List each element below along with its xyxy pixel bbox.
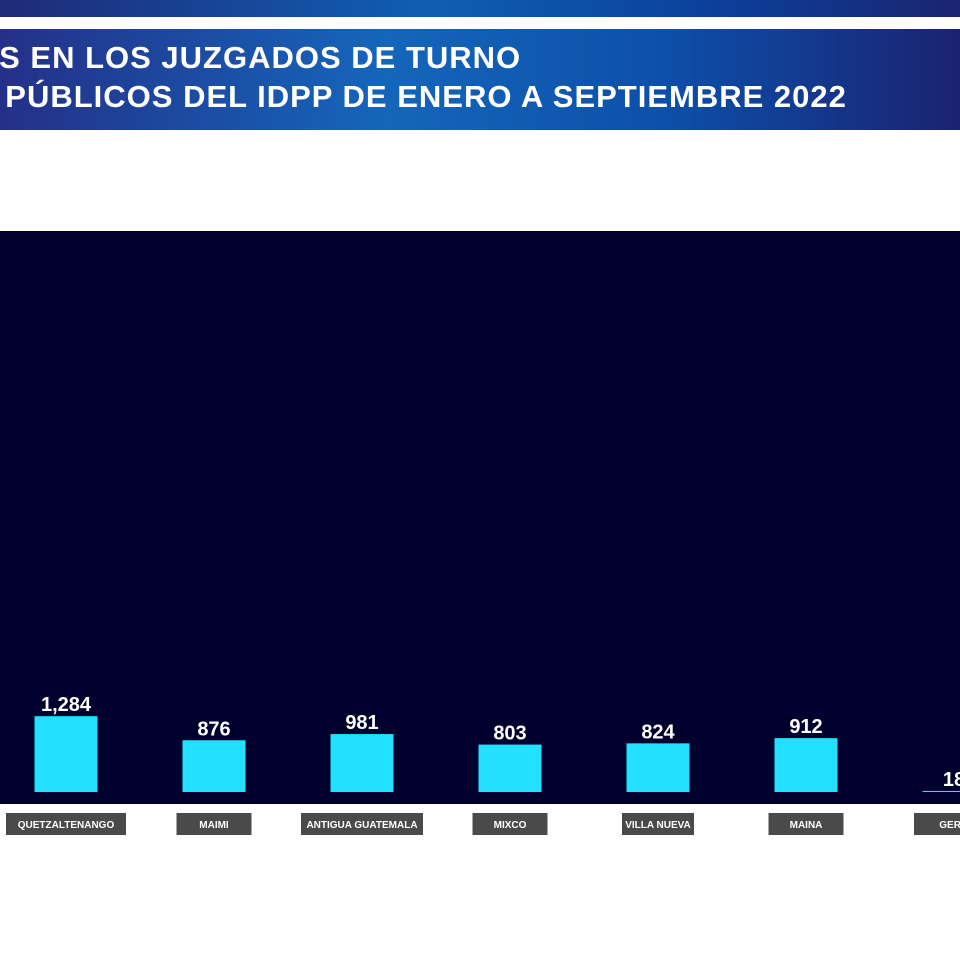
category-label-box-1 — [6, 813, 126, 835]
category-label-4: MIXCO — [494, 820, 527, 831]
bar-3 — [330, 734, 394, 792]
page-title-line-1: OS EN LOS JUZGADOS DE TURNO — [0, 40, 522, 75]
chart-plot-area — [0, 231, 960, 804]
bar-5 — [626, 743, 690, 792]
category-label-1: QUETZALTENANGO — [18, 820, 115, 831]
page-title-line-2: S PÚBLICOS DEL IDPP DE ENERO A SEPTIEMBR… — [0, 79, 847, 114]
data-label-7: 18 — [943, 769, 960, 791]
category-label-box-7 — [914, 813, 960, 835]
category-label-6: MAINA — [790, 820, 823, 831]
data-label-4: 803 — [493, 723, 526, 745]
data-label-3: 981 — [345, 712, 378, 734]
category-label-7: GERO — [939, 820, 960, 831]
category-label-3: ANTIGUA GUATEMALA — [306, 820, 417, 831]
data-label-6: 912 — [789, 716, 822, 738]
bar-7 — [922, 790, 960, 792]
category-label-2: MAIMI — [199, 820, 229, 831]
bar-1 — [34, 716, 98, 792]
top-decorative-strip — [0, 0, 960, 17]
title-banner: OS EN LOS JUZGADOS DE TURNO S PÚBLICOS D… — [0, 29, 960, 130]
bar-2 — [182, 740, 246, 792]
bar-4 — [478, 744, 542, 792]
data-label-5: 824 — [641, 721, 675, 743]
bar-6 — [774, 738, 838, 792]
category-label-box-2 — [176, 813, 252, 835]
category-label-box-3 — [301, 813, 423, 835]
category-label-box-5 — [622, 813, 694, 835]
data-label-2: 876 — [197, 718, 230, 740]
category-label-5: VILLA NUEVA — [625, 820, 691, 831]
data-label-1: 1,284 — [41, 694, 92, 716]
category-label-box-6 — [768, 813, 844, 835]
category-label-box-4 — [472, 813, 548, 835]
